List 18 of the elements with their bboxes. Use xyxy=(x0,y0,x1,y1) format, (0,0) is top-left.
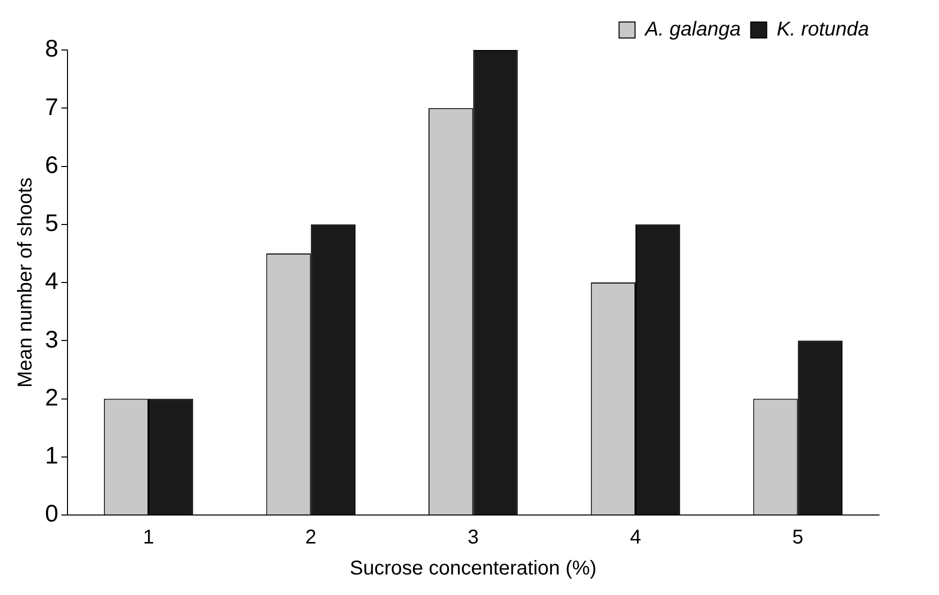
legend-label: A. galanga xyxy=(644,18,741,41)
x-axis-title: Sucrose concenteration (%) xyxy=(350,558,597,580)
x-tick-label: 3 xyxy=(468,526,479,549)
x-tick-label: 5 xyxy=(792,526,804,549)
x-tick-label: 2 xyxy=(305,526,316,549)
y-tick-label: 8 xyxy=(44,36,58,63)
y-tick-label: 1 xyxy=(44,442,58,470)
x-tick-label: 4 xyxy=(630,526,642,549)
y-tick-label: 6 xyxy=(44,152,58,179)
y-tick-label: 2 xyxy=(44,384,58,412)
x-tick-label: 1 xyxy=(142,526,154,549)
y-axis-title: Mean number of shoots xyxy=(14,177,37,388)
y-tick-label: 3 xyxy=(44,326,58,354)
y-tick-label: 4 xyxy=(44,268,58,296)
y-tick-label: 7 xyxy=(44,94,58,121)
legend-label: K. rotunda xyxy=(776,18,870,41)
y-tick-label: 5 xyxy=(44,210,58,237)
y-tick-label: 0 xyxy=(44,500,58,528)
